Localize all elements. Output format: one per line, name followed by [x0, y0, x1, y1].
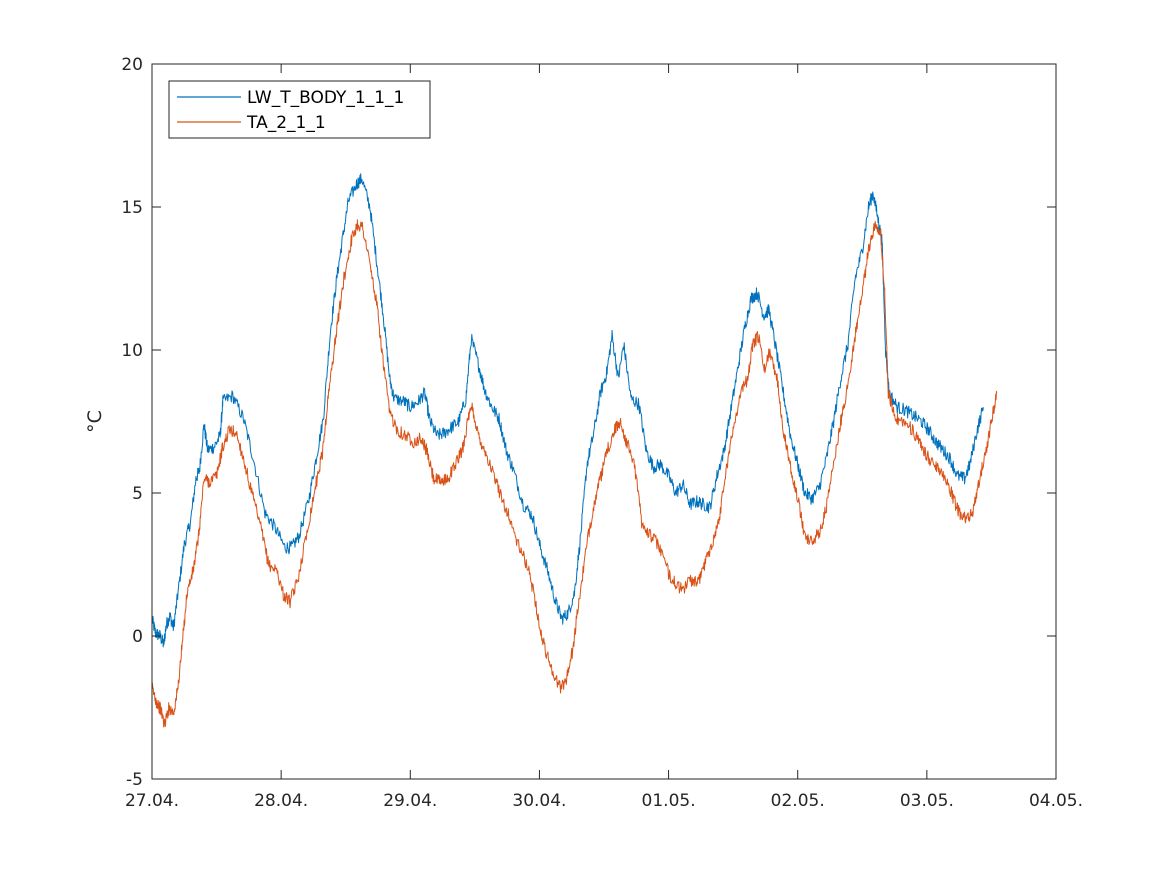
series-layer — [151, 173, 998, 728]
x-axis: 27.04. 28.04. 29.04. 30.04. 01.05. 02.05. 03.0… — [125, 64, 1083, 811]
x-tick-label: 01.05. — [642, 791, 696, 811]
series-line-lw-t-body-1-1-1 — [151, 173, 984, 648]
x-tick-label: 27.04. — [125, 791, 179, 811]
y-axis: -5 0 5 10 15 20 — [121, 55, 1056, 790]
x-tick-label: 28.04. — [254, 791, 308, 811]
series-line-ta-2-1-1 — [151, 219, 998, 728]
legend-label-ta: TA_2_1_1 — [246, 113, 326, 133]
x-tick-label: 29.04. — [383, 791, 437, 811]
legend: LW_T_BODY_1_1_1 TA_2_1_1 — [168, 80, 431, 139]
y-tick-label: 15 — [121, 198, 143, 218]
x-tick-label: 30.04. — [512, 791, 566, 811]
y-tick-label: 5 — [132, 484, 143, 504]
plot-area — [152, 64, 1056, 779]
y-tick-label: 20 — [121, 55, 143, 75]
x-tick-label: 03.05. — [900, 791, 954, 811]
y-tick-label: -5 — [126, 770, 143, 790]
legend-label-lw-t-body: LW_T_BODY_1_1_1 — [247, 88, 404, 108]
x-tick-label: 02.05. — [771, 791, 825, 811]
y-axis-label: °C — [84, 410, 106, 433]
x-tick-label: 04.05. — [1029, 791, 1083, 811]
y-tick-label: 10 — [121, 341, 143, 361]
axes-box — [151, 63, 1057, 780]
legend-box — [168, 80, 431, 139]
y-tick-label: 0 — [132, 627, 143, 647]
